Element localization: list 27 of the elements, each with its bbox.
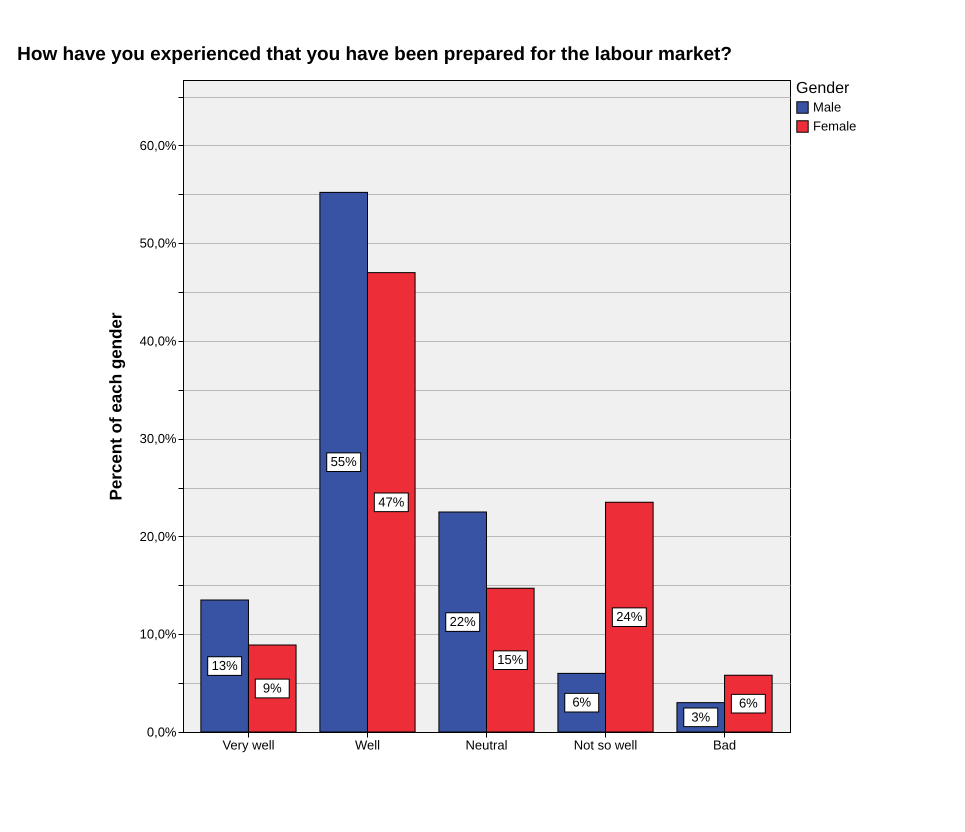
data-label: 24%	[616, 609, 643, 624]
y-tick-label: 50,0%	[140, 236, 177, 251]
chart-title: How have you experienced that you have been prepared for the labour market?	[17, 44, 732, 65]
y-tick-label: 60,0%	[140, 138, 177, 153]
data-label: 47%	[378, 494, 405, 510]
data-label: 6%	[738, 696, 758, 711]
y-tick-label: 10,0%	[140, 626, 177, 642]
x-tick-label: Very well	[222, 738, 275, 752]
data-label: 6%	[572, 694, 592, 710]
legend-title: Gender	[796, 80, 850, 97]
x-tick-label: Well	[354, 738, 380, 752]
data-label: 55%	[330, 454, 358, 470]
y-tick-label: 30,0%	[140, 431, 177, 446]
y-tick-label: 0,0%	[146, 724, 177, 740]
data-label: 15%	[497, 652, 524, 668]
data-label: 3%	[691, 709, 711, 724]
x-tick-label: Neutral	[466, 738, 508, 752]
data-label: 9%	[262, 680, 282, 696]
x-tick-label: Not so well	[574, 738, 638, 752]
y-tick-label: 40,0%	[140, 333, 177, 348]
y-axis-title: Percent of each gender	[106, 312, 126, 501]
x-tick-label: Bad	[712, 738, 736, 752]
data-label: 13%	[212, 658, 238, 674]
legend-label: Female	[813, 118, 856, 134]
legend-label: Male	[813, 100, 842, 114]
data-label: 22%	[450, 614, 476, 630]
y-tick-label: 20,0%	[140, 529, 177, 544]
